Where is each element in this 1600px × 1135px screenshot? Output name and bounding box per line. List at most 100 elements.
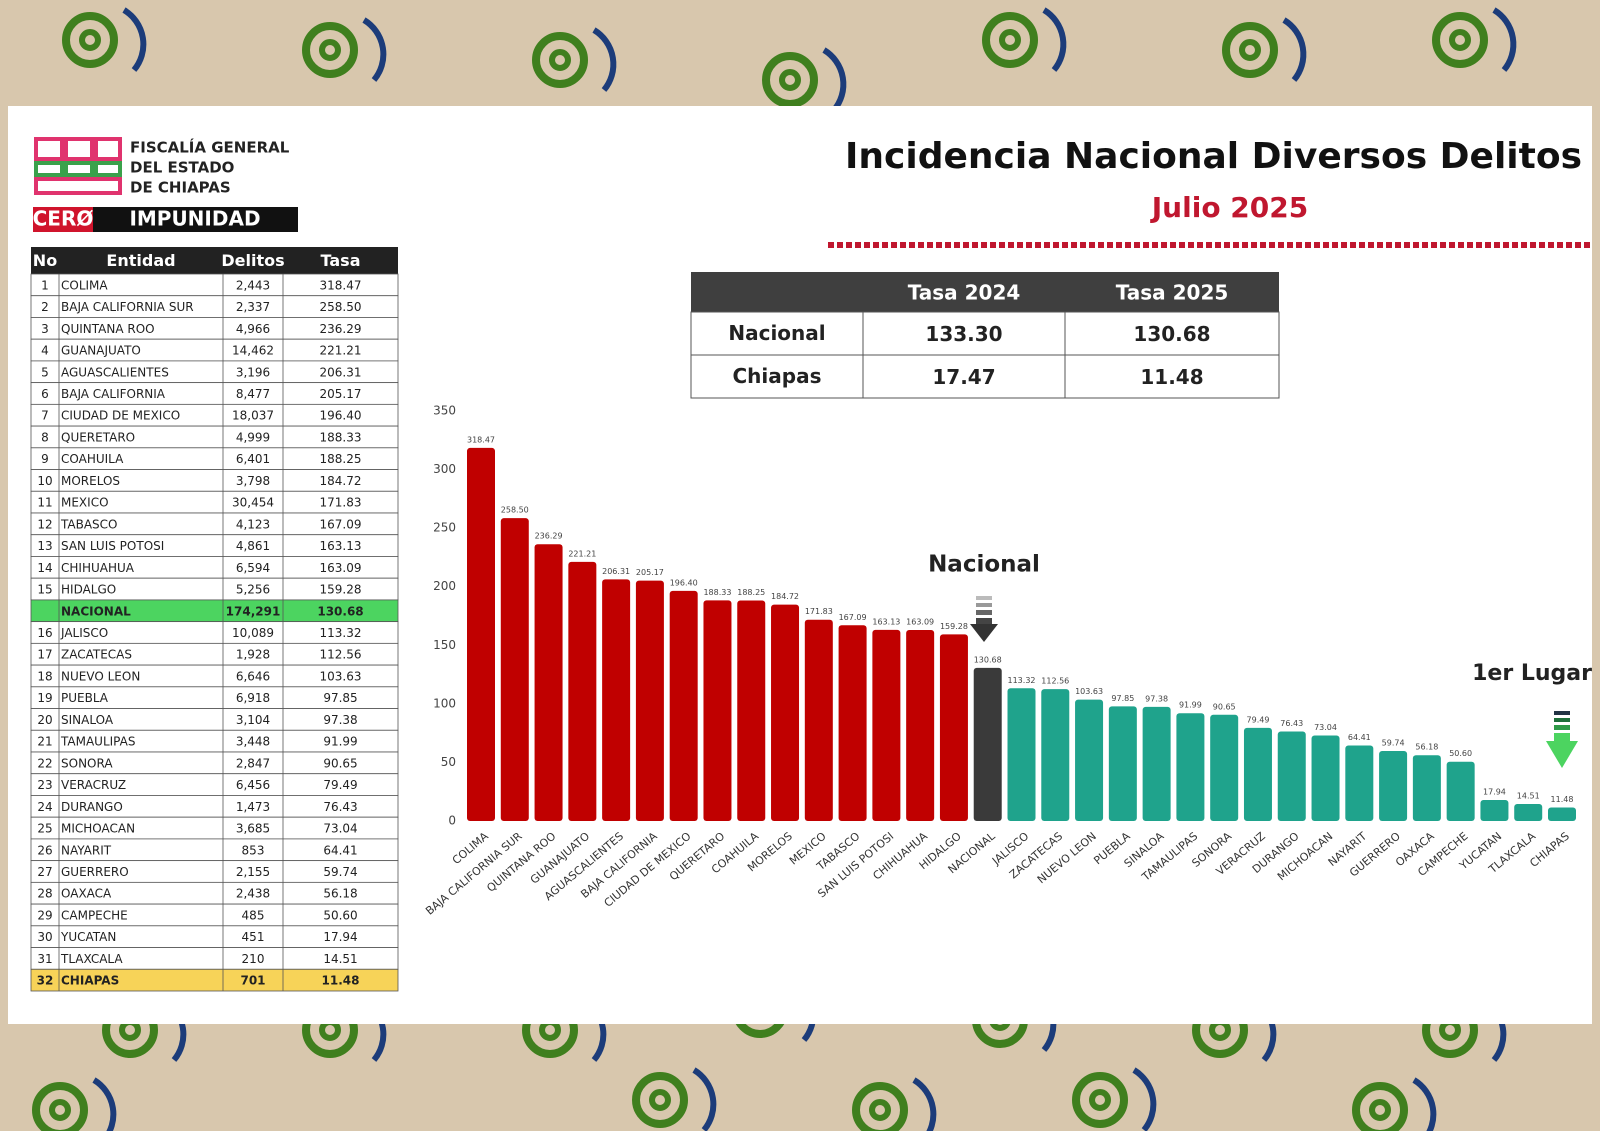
table-cell: 59.74 — [323, 865, 357, 879]
value-label: 113.32 — [1008, 676, 1036, 685]
table-cell: 3 — [41, 322, 49, 336]
table-cell: PUEBLA — [61, 691, 109, 705]
swirl-arc — [1282, 17, 1307, 82]
table-cell: CAMPECHE — [61, 908, 128, 922]
table-cell: 10 — [37, 474, 52, 488]
table-cell: 210 — [242, 952, 265, 966]
value-label: 236.29 — [535, 532, 563, 541]
bar — [1243, 727, 1272, 821]
nacional-arrow — [970, 596, 998, 642]
value-label: 76.43 — [1280, 719, 1303, 728]
table-cell: 4,999 — [236, 430, 270, 444]
swirl-arc — [362, 17, 387, 82]
value-label: 206.31 — [602, 567, 630, 576]
table-cell: 130.68 — [317, 604, 363, 618]
column-header: No — [33, 251, 57, 270]
bar — [1041, 689, 1070, 821]
value-label: 64.41 — [1348, 733, 1371, 742]
table-cell: 27 — [37, 865, 52, 879]
swirl — [1432, 12, 1488, 68]
bar — [737, 600, 766, 821]
table-cell: SAN LUIS POTOSI — [61, 539, 164, 553]
column-header: Tasa — [321, 251, 361, 270]
swirl — [1089, 1089, 1111, 1111]
table-cell: 28 — [37, 887, 52, 901]
column-header: Tasa 2025 — [1116, 281, 1229, 305]
table-cell: 25 — [37, 822, 52, 836]
logo — [33, 137, 298, 232]
bar — [838, 625, 867, 821]
table-cell: 21 — [37, 735, 52, 749]
table-cell: 24 — [37, 800, 52, 814]
table-header — [31, 247, 398, 274]
table-cell: 188.33 — [320, 430, 362, 444]
table-cell: 17 — [37, 648, 52, 662]
bar — [1075, 699, 1104, 821]
table-cell: 167.09 — [320, 517, 362, 531]
table-cell: 1,473 — [236, 800, 270, 814]
table-cell: BAJA CALIFORNIA — [61, 387, 166, 401]
table-cell: 50.60 — [323, 908, 357, 922]
table-cell: NACIONAL — [61, 604, 131, 618]
table-cell: 4 — [41, 344, 49, 358]
table-cell: 30 — [37, 930, 52, 944]
table-cell: 6,456 — [236, 778, 270, 792]
table-cell: 17.47 — [932, 365, 995, 389]
value-label: 97.38 — [1145, 694, 1168, 703]
table-cell: 31 — [37, 952, 52, 966]
table-cell: 133.30 — [925, 322, 1002, 346]
table-cell: 188.25 — [320, 452, 362, 466]
value-label: 17.94 — [1483, 787, 1506, 796]
swirl-arc — [1042, 7, 1067, 72]
table-cell: 1,928 — [236, 648, 270, 662]
value-label: 130.68 — [974, 655, 1002, 664]
table-cell: 6,401 — [236, 452, 270, 466]
table-cell: 1 — [41, 278, 49, 292]
table-cell: 6 — [41, 387, 49, 401]
table-cell: 184.72 — [320, 474, 362, 488]
table-cell: 236.29 — [320, 322, 362, 336]
table-cell: CHIHUAHUA — [61, 561, 135, 575]
bar — [1311, 735, 1340, 821]
table-cell: CHIAPAS — [61, 974, 119, 988]
table-cell: 19 — [37, 691, 52, 705]
swirl — [632, 1072, 688, 1128]
table-cell: 3,798 — [236, 474, 270, 488]
table-cell: ZACATECAS — [61, 648, 132, 662]
bar — [1007, 688, 1036, 821]
table-cell: 3,196 — [236, 365, 270, 379]
table-cell: 2,438 — [236, 887, 270, 901]
value-label: 79.49 — [1247, 715, 1270, 724]
table-cell: VERACRUZ — [61, 778, 126, 792]
table-cell: 14,462 — [232, 344, 274, 358]
table-cell: 4,966 — [236, 322, 270, 336]
table-cell: 26 — [37, 843, 52, 857]
table-cell: 11 — [37, 496, 52, 510]
swirl — [999, 29, 1021, 51]
table-cell: 6,646 — [236, 669, 270, 683]
table-cell: HIDALGO — [61, 583, 116, 597]
table-cell: 4,123 — [236, 517, 270, 531]
bar — [669, 590, 698, 821]
swirl-arc — [1492, 7, 1517, 72]
table-cell: 451 — [242, 930, 265, 944]
table-cell: 6,918 — [236, 691, 270, 705]
swirl — [62, 12, 118, 68]
table-cell: TLAXCALA — [60, 952, 123, 966]
value-label: 112.56 — [1041, 677, 1069, 686]
y-tick-label: 250 — [433, 521, 456, 535]
table-cell: 9 — [41, 452, 49, 466]
column-header: Entidad — [106, 251, 175, 270]
table-cell: NAYARIT — [61, 843, 112, 857]
table-cell: 206.31 — [320, 365, 362, 379]
bar — [1480, 799, 1509, 821]
value-label: 318.47 — [467, 435, 495, 444]
swirl — [1369, 1099, 1391, 1121]
table-cell: 14 — [37, 561, 52, 575]
table-cell: 3,104 — [236, 713, 270, 727]
table-cell: YUCATAN — [60, 930, 116, 944]
slogan: IMPUNIDAD — [129, 207, 260, 231]
y-tick-label: 350 — [433, 404, 456, 418]
org-line: DEL ESTADO — [130, 159, 234, 177]
